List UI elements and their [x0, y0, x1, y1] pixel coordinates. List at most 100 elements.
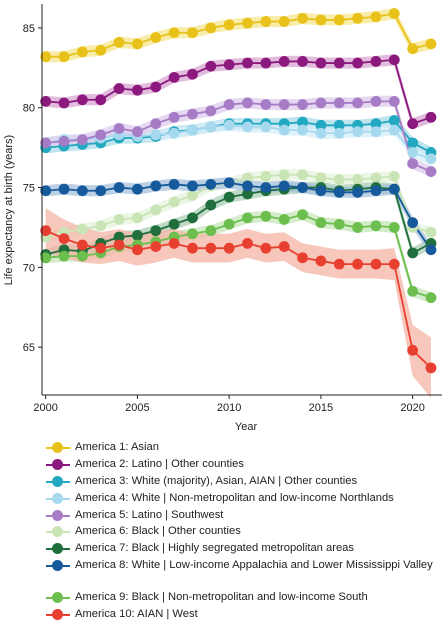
legend-label: America 8: White | Low-income Appalachia…	[75, 559, 433, 572]
series-10-point	[132, 244, 143, 256]
series-10-point	[187, 242, 198, 254]
series-lines	[45, 12, 432, 369]
series-8-point	[132, 183, 143, 195]
series-5-point	[260, 99, 272, 110]
x-axis-label: Year	[235, 421, 258, 433]
series-7-point	[187, 212, 198, 224]
series-1-point	[315, 14, 327, 26]
series-6-point	[278, 169, 290, 181]
series-2-point	[407, 118, 419, 130]
series-6-point	[132, 212, 143, 224]
series-8-point	[242, 180, 253, 192]
series-10-point	[150, 241, 162, 252]
series-10-point	[297, 252, 308, 264]
series-5-point	[76, 134, 88, 146]
series-10-point	[370, 258, 382, 270]
series-5-point	[150, 118, 162, 130]
series-5-point	[168, 111, 180, 123]
series-7-point	[168, 218, 180, 230]
series-8-point	[58, 183, 70, 195]
series-5-point	[333, 97, 345, 109]
series-4-point	[352, 126, 363, 138]
series-9-point	[297, 209, 308, 221]
series-6-point	[242, 172, 253, 184]
series-2-point	[132, 84, 143, 96]
series-10-point	[113, 239, 125, 251]
series-10-point	[76, 239, 88, 251]
series-2-point	[425, 111, 437, 123]
series-10-point	[388, 258, 400, 270]
x-axis: 2000 2005 2010 2015 2020	[33, 395, 425, 414]
series-2-point	[370, 56, 382, 67]
series-1-point	[95, 44, 107, 56]
series-3-line	[45, 119, 432, 154]
series-9-point	[58, 250, 70, 262]
series-4-point	[333, 127, 345, 139]
series-6-line	[45, 173, 432, 238]
series-10-point	[333, 258, 345, 270]
series-2-point	[278, 56, 290, 67]
series-10-line	[45, 229, 432, 369]
series-6-point	[388, 170, 400, 182]
series-8-point	[315, 185, 327, 197]
series-9-point	[333, 218, 345, 230]
uncertainty-bands	[45, 7, 431, 399]
series-4-point	[223, 119, 235, 131]
series-5-point	[40, 137, 52, 149]
legend-marker	[46, 607, 70, 622]
series-2-point	[260, 57, 272, 69]
series-8-point	[40, 185, 52, 197]
legend-label: America 2: Latino | Other counties	[75, 457, 244, 470]
series-3-point	[407, 137, 419, 149]
series-8-point	[113, 182, 125, 193]
series-5-point	[187, 108, 198, 120]
series-7-point	[407, 247, 419, 259]
series-2-point	[113, 83, 125, 94]
series-9-point	[407, 285, 419, 297]
legend-label: America 9: Black | Non-metropolitan and …	[75, 591, 368, 604]
series-10-point	[205, 242, 217, 254]
legend-label: America 3: White (majority), Asian, AIAN…	[75, 474, 358, 487]
legend-marker	[46, 474, 70, 489]
series-2-point	[388, 54, 400, 66]
series-2-point	[333, 57, 345, 69]
series-6-point	[150, 204, 162, 216]
series-6-point	[425, 226, 437, 238]
series-1-point	[425, 38, 437, 50]
series-2-line	[45, 58, 432, 125]
series-1-point	[297, 12, 308, 24]
series-9-point	[223, 218, 235, 230]
series-6-point	[113, 214, 125, 225]
legend-item: America 10: AIAN | West	[46, 607, 442, 622]
y-tick-label: 70	[23, 262, 35, 274]
series-8-point	[333, 186, 345, 198]
series-points	[40, 8, 437, 374]
series-1-point	[187, 27, 198, 39]
series-6-point	[297, 169, 308, 181]
legend-label: America 10: AIAN | West	[75, 608, 198, 621]
series-7-point	[113, 231, 125, 243]
series-2-point	[223, 59, 235, 71]
series-2-point	[205, 60, 217, 72]
series-2-point	[168, 72, 180, 83]
series-4-point	[168, 127, 180, 139]
series-9-point	[425, 292, 437, 304]
series-10-point	[425, 362, 437, 374]
series-4-point	[205, 121, 217, 133]
legend-label: America 7: Black | Highly segregated met…	[75, 542, 354, 555]
series-5-point	[352, 97, 363, 109]
series-6-point	[95, 220, 107, 232]
series-6-point	[260, 170, 272, 182]
y-axis-label: Life expectancy at birth (years)	[3, 135, 15, 285]
series-1-point	[388, 8, 400, 19]
series-7-point	[242, 188, 253, 200]
series-9-point	[40, 252, 52, 264]
y-tick-label: 80	[23, 103, 35, 115]
series-8-line	[45, 181, 432, 251]
series-7-point	[132, 230, 143, 241]
series-10-point	[242, 237, 253, 249]
series-4-point	[187, 124, 198, 136]
series-10-point	[168, 237, 180, 249]
series-10-point	[58, 233, 70, 245]
series-2-point	[40, 95, 52, 107]
